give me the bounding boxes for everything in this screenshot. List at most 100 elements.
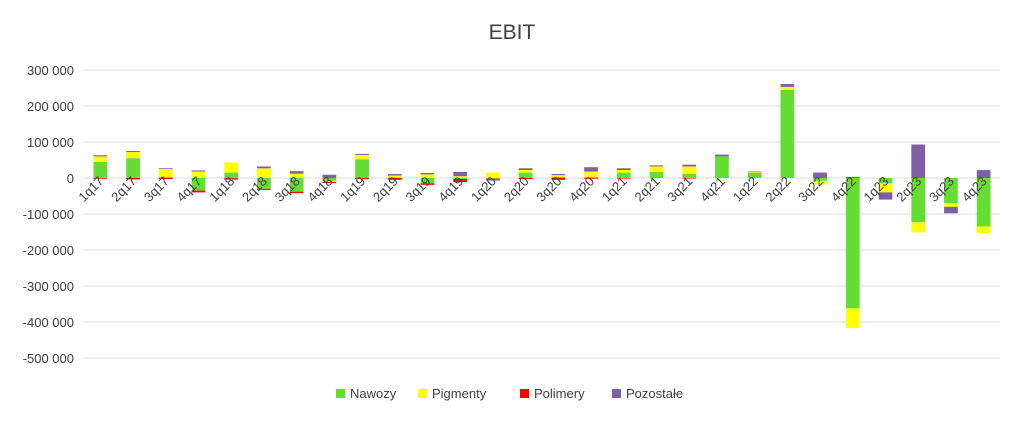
y-tick-label: 300 000 <box>27 63 74 78</box>
bar-segment-pozostałe <box>682 164 697 167</box>
bar-segment-pigmenty <box>682 166 697 174</box>
bar-segment-nawozy <box>780 89 795 178</box>
bar-segment-polimery <box>551 178 566 180</box>
bar-segment-pozostałe <box>518 168 533 171</box>
bar-segment-nawozy <box>747 172 762 178</box>
bar-segment-pozostałe <box>355 153 369 155</box>
bar-segment-nawozy <box>387 177 402 178</box>
bar-segment-pozostałe <box>551 174 566 176</box>
bar-segment-pigmenty <box>845 308 860 329</box>
bar-segment-pozostałe <box>257 166 271 169</box>
bar-segment-polimery <box>257 188 271 190</box>
bar-segment-pigmenty <box>158 169 173 177</box>
bar-segment-pozostałe <box>453 171 468 177</box>
y-tick-label: -500 000 <box>23 351 74 366</box>
bar-segment-polimery <box>682 178 697 179</box>
bar-segment-pozostałe <box>420 172 435 175</box>
y-tick-label: 100 000 <box>27 135 74 150</box>
legend: Nawozy Pigmenty Polimery Pozostałe <box>336 386 683 401</box>
bar-segment-pigmenty <box>126 152 140 159</box>
bar-segment-pigmenty <box>813 180 827 185</box>
bar-segment-pigmenty <box>420 174 435 178</box>
bar-segment-pozostałe <box>813 172 827 178</box>
bar-segment-polimery <box>126 178 140 180</box>
bar-segment-pigmenty <box>355 154 369 160</box>
bar-segment-polimery <box>355 178 369 180</box>
bar-segment-pigmenty <box>616 170 631 173</box>
bar-segment-pozostałe <box>126 151 140 153</box>
bar-segment-nawozy <box>486 178 500 179</box>
bar-segment-pigmenty <box>191 171 206 178</box>
y-axis-tick-labels: 300 000 200 000 100 000 0 -100 000 -200 000 -3… <box>23 63 74 366</box>
legend-label: Polimery <box>534 386 585 401</box>
bar-segment-pigmenty <box>584 171 598 177</box>
bar-segment-nawozy <box>878 178 893 184</box>
bar-segment-pozostałe <box>486 179 500 181</box>
bar-segment-nawozy <box>518 172 533 178</box>
bar-segment-pigmenty <box>93 156 108 162</box>
bar-segment-pigmenty <box>387 175 402 178</box>
bar-segment-nawozy <box>191 178 206 191</box>
bar-segment-pozostałe <box>911 144 926 178</box>
bar-segment-polimery <box>616 178 631 179</box>
bar-segment-pozostałe <box>715 154 729 157</box>
bar-segment-nawozy <box>453 178 468 180</box>
bar-segment-nawozy <box>911 178 926 223</box>
bar-segment-polimery <box>289 191 304 194</box>
bar-segment-nawozy <box>355 159 369 178</box>
bar-segment-pozostałe <box>289 171 304 174</box>
bar-segment-nawozy <box>126 158 140 178</box>
y-tick-label: -100 000 <box>23 207 74 222</box>
bar-segment-polimery <box>486 178 500 180</box>
bar-segment-pozostałe <box>584 167 598 172</box>
bar-segment-polimery <box>191 190 206 193</box>
bar-segment-nawozy <box>976 178 991 227</box>
bar-segment-pozostałe <box>780 84 795 87</box>
y-tick-label: 0 <box>67 171 74 186</box>
bar-segment-nawozy <box>224 172 239 178</box>
bar-segment-pozostałe <box>976 170 991 178</box>
bar-segment-pigmenty <box>976 226 991 234</box>
bar-segment-pozostałe <box>224 178 239 180</box>
bar-segment-polimery <box>224 178 239 179</box>
bar-segment-pozostałe <box>747 171 762 173</box>
y-tick-label: -300 000 <box>23 279 74 294</box>
bar-segment-pigmenty <box>322 180 337 182</box>
bar-segment-pigmenty <box>780 86 795 90</box>
bar-segment-pigmenty <box>649 166 664 172</box>
bar-segment-pigmenty <box>224 162 239 173</box>
bar-segment-nawozy <box>158 176 173 178</box>
bars <box>93 84 991 329</box>
bar-segment-nawozy <box>944 178 958 204</box>
bar-segment-pigmenty <box>289 173 304 178</box>
bar-segment-nawozy <box>813 178 827 181</box>
bar-segment-polimery <box>387 178 402 180</box>
bar-segment-pozostałe <box>93 155 108 157</box>
legend-label: Pozostałe <box>626 386 683 401</box>
bar-segment-polimery <box>158 178 173 180</box>
bar-segment-pigmenty <box>486 172 500 178</box>
bar-segment-nawozy <box>584 176 598 178</box>
legend-swatch-polimery <box>520 389 529 398</box>
bar-segment-nawozy <box>616 172 631 178</box>
bar-segment-nawozy <box>322 178 337 181</box>
bar-segment-nawozy <box>257 178 271 189</box>
bar-segment-pozostałe <box>322 174 337 178</box>
bar-segment-nawozy <box>682 173 697 178</box>
bar-segment-pozostałe <box>878 192 893 200</box>
bar-segment-pozostałe <box>191 170 206 172</box>
bar-segment-polimery <box>453 179 468 182</box>
y-tick-label: 200 000 <box>27 99 74 114</box>
bar-segment-pigmenty <box>878 183 893 193</box>
bar-segment-polimery <box>584 178 598 179</box>
bar-segment-polimery <box>420 183 435 185</box>
legend-label: Pigmenty <box>432 386 487 401</box>
chart-title: EBIT <box>489 21 536 44</box>
bar-segment-pigmenty <box>453 176 468 178</box>
bar-segment-pozostałe <box>845 176 860 178</box>
bar-segment-pigmenty <box>257 168 271 178</box>
bar-segment-nawozy <box>551 176 566 178</box>
bar-segment-nawozy <box>289 178 304 192</box>
